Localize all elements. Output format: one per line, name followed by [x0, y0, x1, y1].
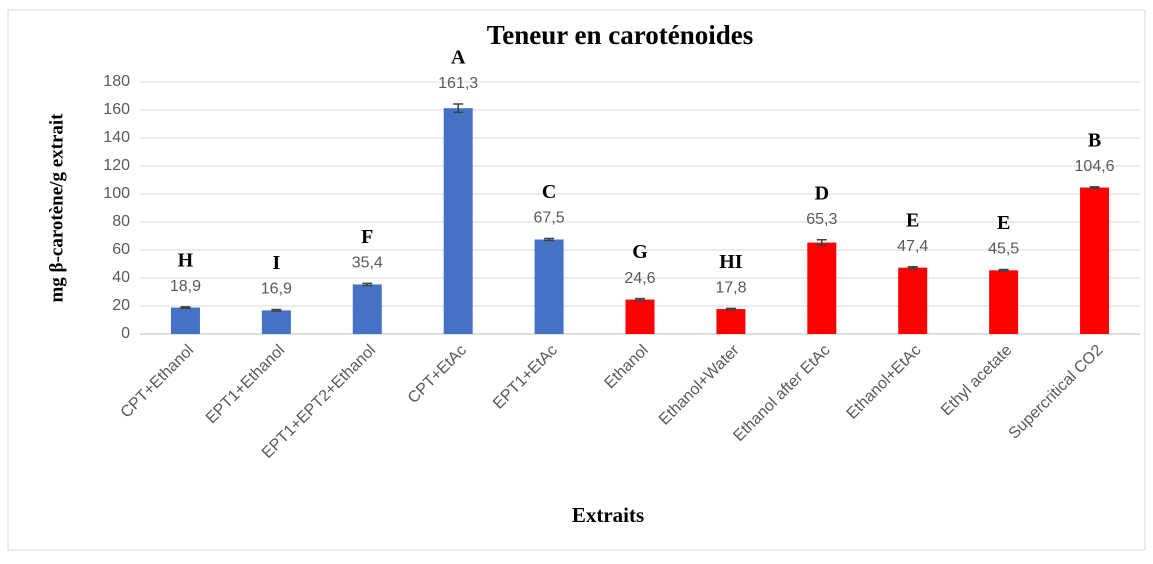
significance-letter: E — [906, 209, 919, 231]
bar — [898, 267, 928, 334]
value-label: 65,3 — [806, 211, 837, 228]
value-label: 18,9 — [170, 278, 201, 295]
error-bar — [180, 306, 191, 309]
value-label: 104,6 — [1075, 158, 1115, 175]
bar — [534, 239, 564, 334]
bar — [807, 242, 837, 334]
significance-letter: G — [632, 241, 648, 263]
value-label: 47,4 — [897, 238, 928, 255]
bar — [170, 307, 200, 334]
y-tick-label: 180 — [103, 73, 130, 90]
error-bar — [816, 239, 827, 247]
error-bar — [544, 237, 555, 242]
error-bar — [725, 307, 736, 311]
bar — [352, 284, 382, 334]
bar — [443, 108, 473, 335]
y-tick-label: 0 — [121, 325, 130, 342]
error-bar — [907, 266, 918, 270]
significance-letter: B — [1088, 129, 1101, 151]
x-axis-title: Extraits — [572, 503, 644, 527]
error-bar — [453, 103, 464, 114]
significance-letter: C — [542, 181, 556, 203]
error-bar — [1089, 186, 1100, 190]
bar — [625, 299, 655, 334]
y-tick-label: 40 — [112, 269, 130, 286]
value-label: 17,8 — [715, 280, 746, 297]
y-tick-label: 20 — [112, 297, 130, 314]
significance-letter: F — [361, 226, 373, 248]
value-label: 35,4 — [352, 255, 383, 272]
bar — [1080, 187, 1110, 334]
bar — [716, 309, 746, 334]
significance-letter: I — [272, 252, 280, 274]
value-label: 161,3 — [438, 75, 478, 92]
significance-letter: HI — [719, 251, 743, 273]
value-label: 24,6 — [624, 270, 655, 287]
error-bar — [998, 268, 1009, 272]
significance-letter: D — [815, 182, 829, 204]
error-bar — [635, 297, 645, 302]
y-tick-label: 140 — [103, 129, 130, 146]
y-tick-label: 100 — [103, 185, 130, 202]
y-tick-label: 80 — [112, 213, 130, 230]
value-label: 45,5 — [988, 241, 1019, 258]
value-label: 67,5 — [534, 210, 565, 227]
y-axis-title: mg β-carotène/g extrait — [46, 113, 67, 303]
y-tick-label: 160 — [103, 101, 130, 118]
chart-title: Teneur en caroténoides — [487, 20, 754, 50]
y-tick-label: 120 — [103, 157, 130, 174]
chart-border — [7, 9, 1146, 551]
bar — [989, 270, 1019, 334]
error-bar — [271, 308, 282, 312]
y-tick-label: 60 — [112, 241, 130, 258]
significance-letter: A — [451, 47, 466, 69]
value-label: 16,9 — [261, 281, 292, 298]
bar — [261, 310, 291, 334]
significance-letter: H — [178, 249, 194, 271]
error-bar — [362, 282, 373, 287]
significance-letter: E — [997, 212, 1010, 234]
